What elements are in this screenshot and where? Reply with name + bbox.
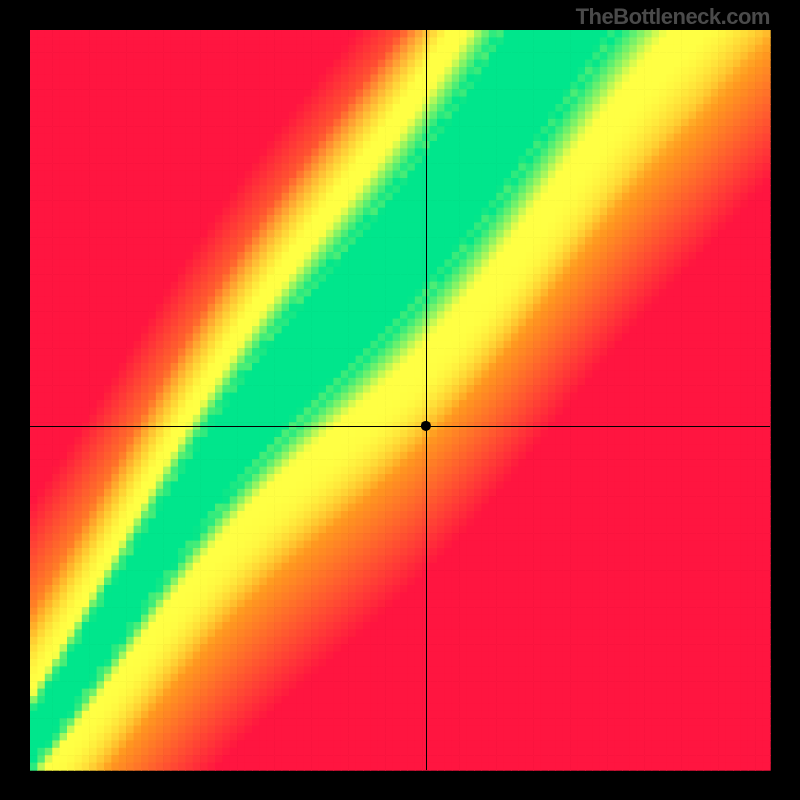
watermark: TheBottleneck.com (576, 4, 770, 30)
chart-container: { "watermark": { "text": "TheBottleneck.… (0, 0, 800, 800)
heatmap-canvas (0, 0, 800, 800)
